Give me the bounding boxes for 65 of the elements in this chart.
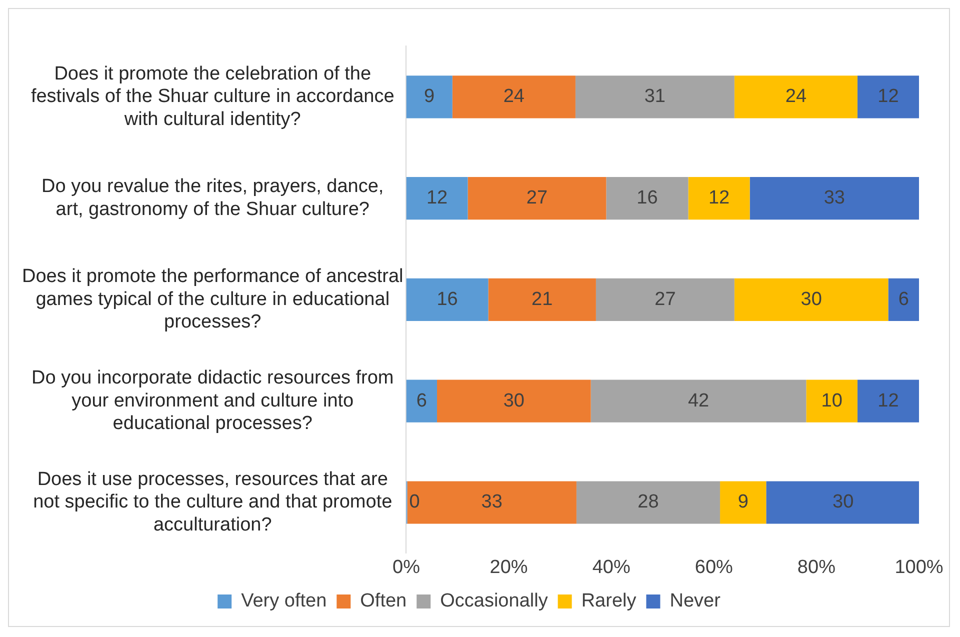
legend-label: Occasionally xyxy=(440,590,548,612)
bar xyxy=(437,380,591,422)
bar xyxy=(468,177,606,220)
data-label: 16 xyxy=(636,188,658,209)
bar xyxy=(406,177,468,220)
data-label: 12 xyxy=(878,86,899,108)
bar xyxy=(734,76,858,118)
bar xyxy=(606,177,688,220)
data-label: 42 xyxy=(688,390,710,412)
x-tick-label: 40% xyxy=(592,556,630,578)
bar xyxy=(406,380,438,422)
y-tick-label: Do you incorporate didactic resources from your environment and culture into educational processes? xyxy=(32,368,394,434)
y-tick-label: Does it promote the performance of ancestral games typical of the culture in educational processes? xyxy=(22,266,404,333)
bar xyxy=(888,278,919,321)
y-tick-label: Does it promote the celebration of the festivals of the Shuar culture in accordance with cultural identity? xyxy=(30,63,394,130)
bar xyxy=(575,76,734,118)
bar xyxy=(407,481,576,524)
data-label: 12 xyxy=(426,188,448,209)
bar xyxy=(750,177,919,220)
bar xyxy=(406,76,452,118)
data-label: 24 xyxy=(785,86,807,108)
legend-label: Rarely xyxy=(581,590,637,612)
x-tick-label: 100% xyxy=(894,556,944,578)
legend-label: Very often xyxy=(241,590,327,612)
data-label: 21 xyxy=(532,288,553,310)
data-label: 31 xyxy=(644,86,666,108)
data-label: 30 xyxy=(800,288,822,310)
data-label: 16 xyxy=(436,288,458,310)
bar xyxy=(488,278,596,321)
data-label: 28 xyxy=(638,492,659,513)
bar xyxy=(596,278,734,321)
data-label: 6 xyxy=(898,288,909,310)
bar xyxy=(734,278,888,321)
data-label: 6 xyxy=(416,390,427,412)
data-label: 12 xyxy=(878,390,899,412)
legend-label: Never xyxy=(670,590,722,612)
y-tick-label: Do you revalue the rites, prayers, dance, art, gastronomy of the Shuar culture? xyxy=(42,176,384,220)
data-label: 10 xyxy=(821,390,842,412)
data-label: 30 xyxy=(832,492,854,513)
data-label: 33 xyxy=(824,188,845,209)
bar xyxy=(766,481,919,524)
bar xyxy=(857,380,919,422)
x-tick-label: 80% xyxy=(797,556,836,578)
x-tick-label: 60% xyxy=(694,556,734,578)
bar xyxy=(452,76,576,118)
data-label: 27 xyxy=(654,288,676,310)
bar xyxy=(590,380,806,422)
data-label: 27 xyxy=(526,188,548,209)
x-tick-label: 0% xyxy=(392,556,420,578)
data-label: 30 xyxy=(503,390,524,412)
bar xyxy=(406,278,488,321)
data-label: 12 xyxy=(708,188,730,209)
data-label: 33 xyxy=(481,492,502,513)
legend-label: Often xyxy=(360,590,407,612)
data-label: 9 xyxy=(738,492,748,513)
bar xyxy=(576,481,720,524)
bar xyxy=(720,481,766,524)
data-label: 0 xyxy=(409,492,420,513)
y-tick-label: Does it use processes, resources that are not specific to the culture and that promote acculturation? xyxy=(33,468,392,536)
data-label: 9 xyxy=(424,86,435,108)
x-tick-label: 20% xyxy=(490,556,528,578)
data-label: 24 xyxy=(503,86,525,108)
bar xyxy=(857,76,919,118)
bar xyxy=(688,177,750,220)
bar xyxy=(806,380,858,422)
